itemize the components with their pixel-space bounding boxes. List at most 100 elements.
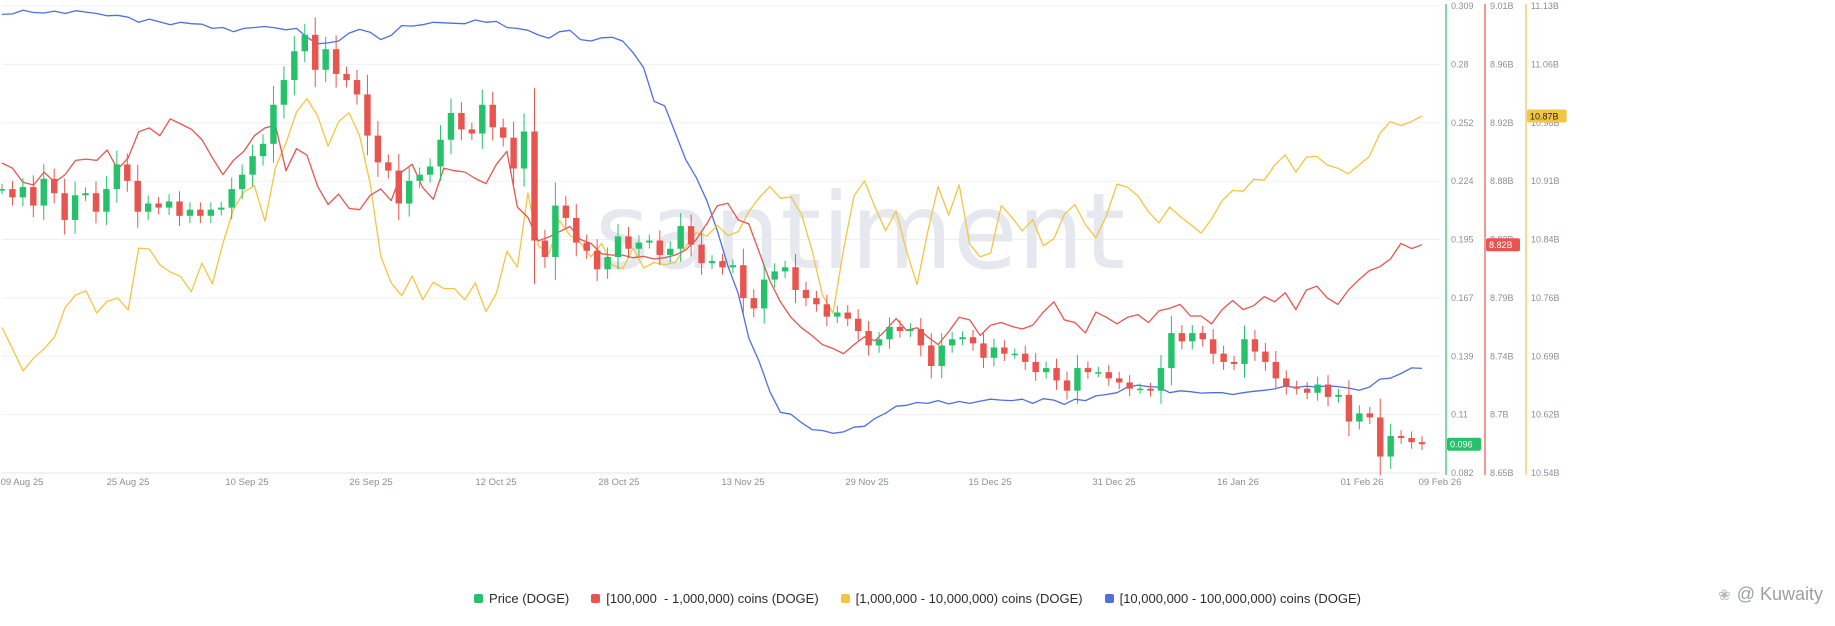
candle-body bbox=[740, 265, 747, 299]
legend-item-1m-10m[interactable]: [1,000,000 - 10,000,000) coins (DOGE) bbox=[840, 590, 1083, 606]
candle-body bbox=[834, 312, 841, 317]
y-tick-label: 8.96B bbox=[1490, 59, 1514, 69]
candle-body bbox=[865, 331, 872, 346]
legend-swatch-10m-100m bbox=[1104, 593, 1114, 603]
watermark: santiment bbox=[595, 171, 1126, 293]
candle-body bbox=[1397, 435, 1405, 439]
x-tick-label: 01 Feb 26 bbox=[1341, 477, 1384, 488]
candle-body bbox=[1377, 417, 1384, 457]
candle-body bbox=[353, 80, 361, 95]
x-tick-label: 16 Jan 26 bbox=[1217, 477, 1259, 488]
candle-body bbox=[71, 195, 79, 220]
series-line-holders_100k_1m bbox=[1, 118, 1423, 355]
candle-body bbox=[1314, 384, 1321, 393]
candle-body bbox=[416, 174, 423, 181]
candle-body bbox=[583, 242, 590, 251]
candle-body bbox=[61, 193, 68, 220]
x-tick-label: 26 Sep 25 bbox=[349, 477, 392, 488]
candle-body bbox=[1272, 361, 1280, 379]
legend-item-100k-1m[interactable]: [100,000 - 1,000,000) coins (DOGE) bbox=[591, 591, 819, 606]
candle-body bbox=[468, 129, 476, 134]
candle-body bbox=[1241, 339, 1248, 364]
candle-body bbox=[823, 304, 831, 317]
y-tick-label: 10.62B bbox=[1531, 410, 1560, 420]
candle-body bbox=[186, 209, 194, 216]
candle-body bbox=[479, 104, 486, 134]
candle-body bbox=[1283, 378, 1290, 387]
candle-body bbox=[646, 240, 653, 243]
candle-body bbox=[1209, 339, 1217, 354]
legend-item-10m-100m[interactable]: [10,000,000 - 100,000,000) coins (DOGE) bbox=[1104, 591, 1361, 606]
candle-body bbox=[1157, 368, 1165, 391]
candle-body bbox=[541, 240, 549, 257]
x-tick-label: 13 Nov 25 bbox=[721, 477, 764, 488]
candle-body bbox=[1293, 386, 1300, 389]
y-tick-label: 9.01B bbox=[1490, 1, 1514, 11]
candle-body bbox=[385, 162, 392, 171]
candle-body bbox=[875, 339, 883, 346]
current-value-label-price: 0.096 bbox=[1450, 440, 1473, 450]
candle-body bbox=[1356, 413, 1363, 422]
candle-body bbox=[854, 318, 862, 332]
candle-body bbox=[708, 261, 716, 264]
current-value-badge-holders_100k_1m bbox=[1486, 238, 1520, 252]
candle-body bbox=[1084, 368, 1092, 373]
candle-body bbox=[1126, 382, 1133, 389]
candle-body bbox=[1105, 372, 1112, 379]
candle-body bbox=[1168, 333, 1175, 369]
candle-body bbox=[458, 112, 465, 130]
candle-body bbox=[1220, 353, 1227, 362]
candle-body bbox=[750, 298, 757, 309]
candle-body bbox=[30, 187, 37, 206]
candle-body bbox=[322, 49, 329, 70]
candle-body bbox=[238, 174, 246, 190]
candle-body bbox=[802, 289, 810, 299]
candle-body bbox=[1095, 372, 1102, 374]
candle-body bbox=[259, 143, 267, 157]
x-tick-label: 12 Oct 25 bbox=[475, 477, 516, 488]
candle-body bbox=[9, 189, 16, 198]
legend-swatch-price bbox=[474, 593, 484, 603]
candle-body bbox=[364, 94, 371, 136]
legend-label-price: Price (DOGE) bbox=[489, 590, 570, 606]
candle-body bbox=[959, 337, 966, 340]
candle-body bbox=[698, 244, 705, 264]
y-tick-label: 0.309 bbox=[1451, 1, 1474, 11]
candle-body bbox=[1345, 394, 1353, 422]
current-value-label-holders_1m_10m: 10.87B bbox=[1530, 112, 1559, 122]
candle-body bbox=[917, 328, 925, 346]
y-tick-label: 11.06B bbox=[1531, 59, 1559, 69]
x-tick-label: 31 Dec 25 bbox=[1092, 477, 1135, 488]
candle-body bbox=[886, 326, 893, 340]
y-tick-label: 8.65B bbox=[1490, 468, 1514, 478]
y-tick-label: 0.224 bbox=[1451, 176, 1474, 186]
candle-body bbox=[667, 248, 674, 255]
candle-body bbox=[155, 203, 162, 208]
candle-body bbox=[1136, 388, 1144, 391]
y-tick-label: 10.84B bbox=[1531, 235, 1560, 245]
x-tick-label: 15 Dec 25 bbox=[968, 477, 1011, 488]
x-tick-label: 10 Sep 25 bbox=[225, 477, 268, 488]
candle-body bbox=[343, 73, 350, 81]
candle-body bbox=[604, 256, 611, 270]
legend-item-price[interactable]: Price (DOGE) bbox=[474, 591, 569, 606]
candle-body bbox=[218, 207, 225, 210]
candle-body bbox=[103, 189, 110, 212]
legend-label-1m-10m: [1,000,000 - 10,000,000) coins (DOGE) bbox=[855, 590, 1083, 606]
candle-body bbox=[270, 104, 277, 144]
candle-body bbox=[176, 201, 183, 216]
candle-body bbox=[573, 217, 580, 243]
candle-body bbox=[792, 267, 799, 290]
y-tick-label: 11.13B bbox=[1531, 1, 1559, 11]
candle-body bbox=[760, 279, 768, 309]
current-value-badge-holders_1m_10m bbox=[1527, 109, 1567, 123]
candle-body bbox=[1032, 361, 1039, 373]
candle-body bbox=[614, 236, 622, 257]
y-tick-label: 0.11 bbox=[1451, 410, 1468, 420]
candle-body bbox=[447, 112, 455, 140]
candle-body bbox=[1324, 384, 1332, 397]
candle-body bbox=[1262, 351, 1269, 362]
candle-body bbox=[499, 127, 507, 138]
candle-body bbox=[552, 205, 559, 257]
